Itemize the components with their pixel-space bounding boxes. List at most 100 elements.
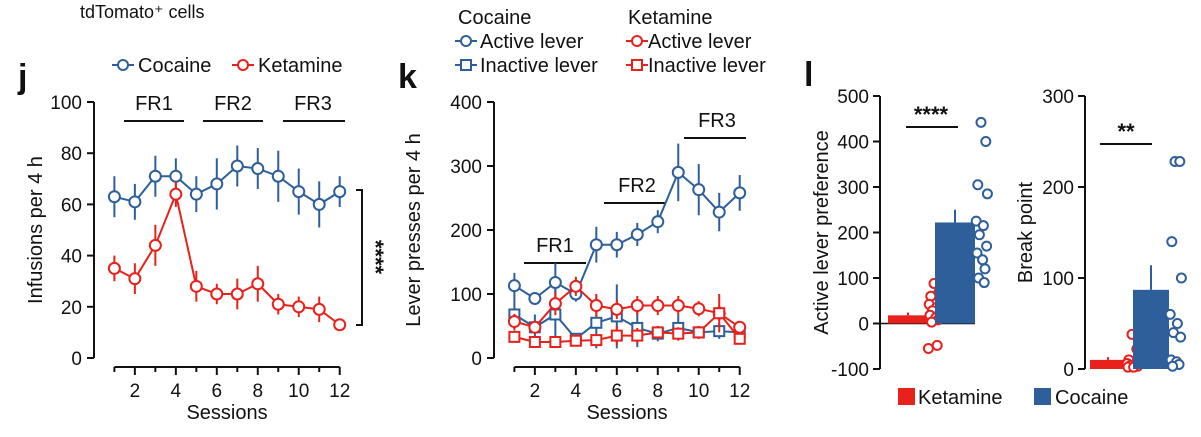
x-tick-label-j: 2	[130, 381, 141, 402]
phase-fr2-label-k: FR2	[618, 175, 656, 197]
data-point	[292, 185, 306, 199]
data-point	[672, 327, 685, 340]
x-tick-label-k: 10	[688, 381, 709, 402]
y-tick-label-k: 200	[450, 221, 482, 242]
data-point	[733, 332, 746, 345]
data-point	[148, 238, 162, 252]
series-line	[514, 311, 741, 343]
panel-l-legend: Ketamine Cocaine	[898, 387, 1128, 409]
y-axis-title-j: Infusions per 4 h	[25, 156, 47, 304]
x-tick-label-j: 4	[171, 381, 182, 402]
individual-point-cocaine	[980, 136, 992, 147]
panel-k: k Cocaine Ketamine Active lever Inactive…	[398, 7, 766, 424]
legend-cocaine-label: Cocaine	[138, 55, 211, 77]
series-line	[114, 164, 341, 206]
data-point	[589, 299, 603, 313]
plot-l-breakpoint: 0 100 200 300 Break point	[1015, 87, 1187, 381]
y-tick-label-j: 100	[50, 93, 82, 114]
series-k-0	[507, 143, 747, 305]
significance-stars-j: ****	[363, 240, 388, 275]
data-point	[210, 287, 224, 301]
data-point	[508, 330, 521, 343]
individual-point-cocaine	[975, 116, 987, 128]
data-point	[292, 300, 306, 314]
individual-point-cocaine	[971, 247, 983, 259]
phase-fr3-label: FR3	[294, 93, 332, 115]
legend-cocaine-title: Cocaine	[458, 7, 531, 29]
y-tick-label-l-preference: 400	[837, 133, 869, 154]
data-point	[333, 185, 347, 199]
data-point	[733, 320, 747, 334]
legend-ketamine-label: Ketamine	[258, 55, 343, 77]
x-tick-label-j: 12	[329, 381, 350, 402]
legend-cocaine-label-l: Cocaine	[1055, 387, 1128, 409]
data-point	[169, 187, 183, 201]
y-tick-label-j: 40	[61, 247, 82, 268]
data-point	[507, 279, 521, 293]
data-point	[589, 238, 603, 252]
x-tick-label-k: 6	[612, 381, 623, 402]
data-point	[312, 197, 326, 211]
legend-ketamine-label-l: Ketamine	[918, 387, 1003, 409]
individual-point-cocaine	[979, 263, 991, 275]
data-point	[271, 297, 285, 311]
individual-point-cocaine	[1175, 331, 1187, 343]
data-point	[610, 329, 623, 342]
x-tick-label-j: 6	[212, 381, 223, 402]
data-point	[230, 287, 244, 301]
y-tick-label-l-preference: -100	[831, 360, 869, 381]
data-point	[210, 177, 224, 191]
series-j-0	[107, 145, 347, 228]
legend-ket-inactive-marker	[631, 59, 643, 71]
y-tick-label-j: 20	[61, 298, 82, 319]
y-tick-label-k: 100	[450, 285, 482, 306]
x-tick-label-j: 8	[252, 381, 263, 402]
data-point	[128, 195, 142, 209]
series-k-2	[507, 276, 747, 334]
individual-point-cocaine	[977, 254, 989, 266]
series-line	[113, 190, 341, 326]
panel-l-label: l	[804, 56, 813, 94]
data-point	[610, 238, 624, 252]
y-tick-label-l-breakpoint: 200	[1042, 178, 1074, 199]
data-point	[733, 186, 747, 200]
y-axis-title-k: Lever presses per 4 h	[403, 133, 425, 326]
panel-j: j Cocaine Ketamine FR1 FR2 FR3 **** 0 20 4…	[17, 55, 388, 424]
individual-point-cocaine	[981, 188, 993, 200]
panel-j-label: j	[17, 58, 27, 96]
series-k-3	[508, 294, 746, 348]
x-tick-label-k: 4	[571, 381, 582, 402]
data-point	[631, 329, 644, 342]
individual-point-cocaine	[1174, 156, 1186, 168]
y-tick-label-l-preference: 300	[837, 178, 869, 199]
legend-ketamine-swatch	[898, 388, 915, 405]
x-axis-title-j: Sessions	[186, 402, 267, 424]
individual-point-ketamine	[922, 343, 934, 355]
data-point	[713, 307, 726, 320]
legend-coc-active-label: Active lever	[480, 31, 584, 53]
series-j-1	[107, 181, 347, 332]
data-point	[548, 275, 562, 289]
y-tick-label-l-preference: 0	[858, 315, 869, 336]
significance-stars-pref: ****	[914, 102, 949, 127]
legend-ket-active-label: Active lever	[648, 31, 752, 53]
individual-point-cocaine	[1164, 308, 1176, 320]
y-tick-label-k: 400	[450, 93, 482, 114]
y-tick-label-l-breakpoint: 300	[1042, 87, 1074, 108]
phase-fr3-label-k: FR3	[698, 110, 736, 132]
plot-l-preference: -100 0 100 200 300 400 500 Active lever prefere…	[811, 87, 993, 381]
data-point	[692, 183, 706, 197]
data-point	[528, 291, 542, 305]
data-point	[333, 318, 347, 332]
legend-coc-inactive-marker	[460, 59, 472, 71]
y-tick-label-k: 0	[471, 349, 482, 370]
data-point	[148, 169, 162, 183]
individual-point-cocaine	[973, 229, 985, 241]
data-point	[569, 279, 583, 293]
data-point	[692, 302, 706, 316]
significance-bracket-j	[356, 189, 363, 326]
bar-cocaine	[1133, 289, 1169, 369]
data-point	[651, 215, 665, 229]
legend-coc-active-marker	[460, 35, 472, 47]
x-tick-label-k: 12	[729, 381, 750, 402]
